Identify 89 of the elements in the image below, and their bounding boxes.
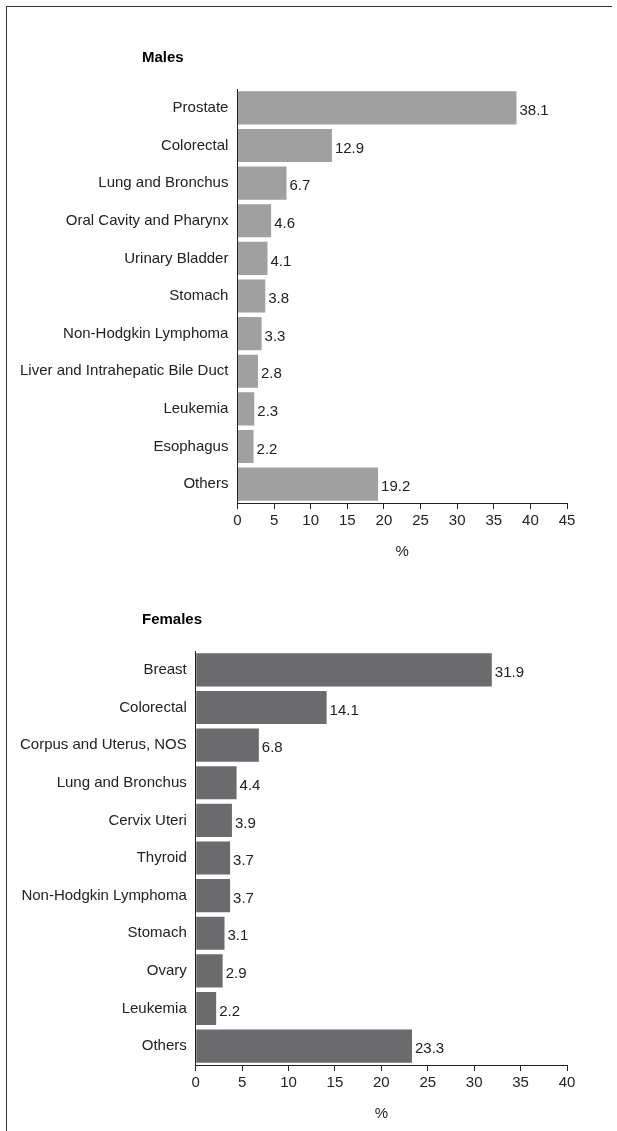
data-label: 4.6	[274, 213, 295, 231]
y-tick-label: Leukemia	[163, 399, 230, 417]
y-tick-label: Cervix Uteri	[108, 810, 187, 828]
x-tick-label: 30	[465, 1073, 483, 1091]
x-tick-label: 20	[375, 511, 393, 529]
data-label: 6.7	[289, 176, 311, 194]
y-tick-label: Colorectal	[160, 135, 229, 153]
data-label: 2.2	[219, 1001, 241, 1019]
data-label: 2.9	[225, 964, 247, 982]
bar	[196, 653, 492, 687]
x-tick-label: 35	[512, 1073, 529, 1091]
y-tick-label: Stomach	[127, 923, 187, 941]
y-tick-label: Lung and Bronchus	[56, 772, 187, 790]
bar	[196, 803, 232, 837]
data-label: 2.8	[260, 364, 282, 382]
x-tick-label: 15	[326, 1073, 344, 1091]
chart-title: Females	[141, 609, 204, 629]
x-axis-title: %	[374, 1104, 389, 1122]
y-tick-label: Non-Hodgkin Lymphoma	[21, 885, 188, 903]
data-label: 3.8	[268, 289, 290, 307]
y-tick-label: Prostate	[172, 97, 229, 115]
bar	[196, 841, 231, 875]
bar	[196, 916, 225, 950]
data-label: 3.9	[234, 813, 256, 831]
x-tick-label: 30	[448, 511, 466, 529]
data-label: 3.7	[233, 888, 254, 906]
bar	[196, 728, 259, 762]
y-tick-label: Corpus and Uterus, NOS	[19, 735, 187, 753]
bar	[196, 991, 217, 1026]
data-label: 2.2	[256, 439, 278, 457]
data-label: 3.1	[227, 926, 249, 944]
data-label: 14.1	[329, 700, 359, 718]
data-label: 3.7	[233, 851, 254, 869]
data-label: 6.8	[261, 738, 283, 756]
y-tick-label: Colorectal	[119, 697, 187, 715]
x-tick-label: 5	[269, 511, 279, 529]
y-tick-label: Ovary	[146, 961, 188, 979]
data-label: 4.4	[239, 775, 261, 793]
bar	[196, 766, 237, 800]
y-tick-label: Breast	[143, 659, 188, 677]
x-tick-label: 5	[237, 1073, 247, 1091]
x-tick-label: 20	[373, 1073, 390, 1091]
data-label: 23.3	[415, 1039, 445, 1057]
data-label: 2.3	[257, 402, 279, 420]
y-tick-label: Non-Hodgkin Lymphoma	[63, 323, 230, 341]
data-label: 31.9	[494, 662, 525, 680]
x-axis-title: %	[395, 542, 409, 560]
bar	[237, 91, 517, 125]
bar	[237, 204, 272, 238]
data-label: 4.1	[270, 251, 292, 269]
y-tick-label: Oral Cavity and Pharynx	[65, 210, 229, 228]
bar	[237, 166, 287, 200]
x-tick-label: 35	[485, 511, 503, 529]
x-tick-label: 25	[412, 511, 429, 529]
y-tick-label: Leukemia	[121, 998, 188, 1016]
bar	[237, 279, 266, 313]
x-tick-label: 25	[419, 1073, 437, 1091]
bar	[237, 429, 254, 464]
y-tick-label: Others	[141, 1036, 187, 1054]
bar	[237, 241, 268, 275]
y-tick-label: Esophagus	[153, 436, 229, 454]
bar	[196, 690, 327, 725]
data-label: 12.9	[334, 138, 365, 156]
bar	[196, 879, 231, 913]
bar	[196, 1029, 412, 1063]
bar	[237, 317, 262, 351]
x-tick-label: 15	[338, 511, 356, 529]
x-tick-label: 0	[233, 511, 242, 529]
bar	[237, 354, 258, 388]
data-label: 3.3	[264, 326, 286, 344]
y-tick-label: Urinary Bladder	[124, 248, 229, 266]
bar	[196, 954, 223, 988]
y-tick-label: Thyroid	[136, 848, 187, 866]
y-tick-label: Stomach	[169, 286, 229, 304]
y-tick-label: Lung and Bronchus	[98, 173, 229, 191]
x-tick-label: 45	[558, 511, 576, 529]
x-tick-label: 10	[280, 1073, 297, 1091]
data-label: 19.2	[381, 477, 411, 495]
bar	[237, 467, 379, 501]
bar	[237, 128, 332, 163]
y-tick-label: Liver and Intrahepatic Bile Duct	[19, 361, 230, 379]
bar	[237, 392, 255, 426]
x-tick-label: 40	[558, 1073, 576, 1091]
chart-title: Males	[141, 47, 185, 67]
y-tick-label: Others	[183, 474, 229, 492]
data-label: 38.1	[519, 100, 549, 118]
x-tick-label: 40	[522, 511, 539, 529]
x-tick-label: 0	[191, 1073, 200, 1091]
x-tick-label: 10	[302, 511, 320, 529]
